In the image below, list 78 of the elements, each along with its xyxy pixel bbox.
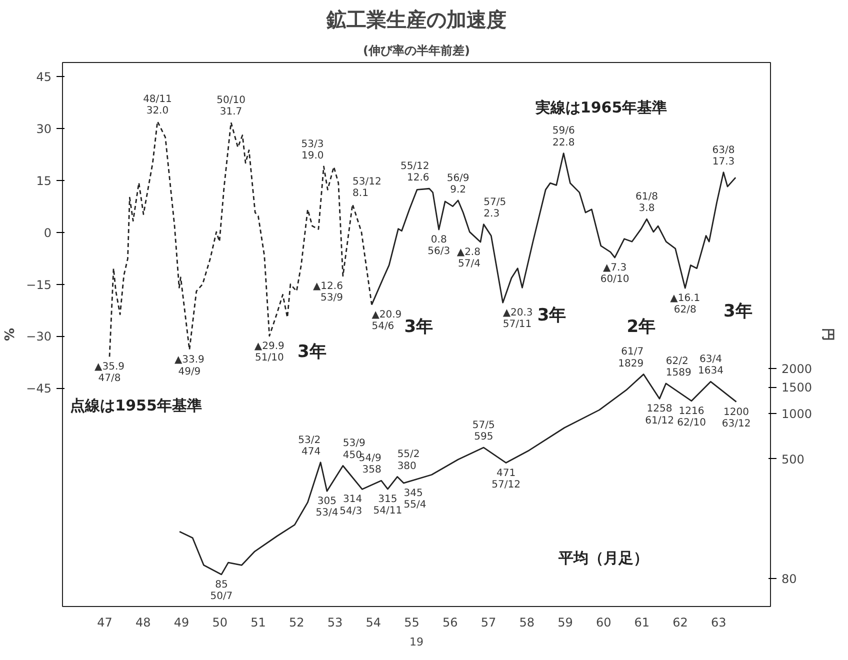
x-tick-label: 54 [366, 616, 381, 630]
annotation: 2年 [626, 317, 656, 338]
annotation: 点線は1955年基準 [70, 396, 202, 415]
data-label: 53/2 474 [298, 434, 321, 458]
annotation: 平均（月足） [558, 548, 649, 567]
y-tick-label: −30 [26, 330, 52, 344]
y2-tick-label: 2000 [782, 362, 812, 376]
x-tick-label: 53 [327, 616, 343, 630]
y2-tick-label: 80 [782, 572, 797, 586]
data-label: 53/3 19.0 [301, 138, 324, 162]
x-tick-label: 57 [480, 616, 496, 630]
chart-subtitle: (伸び率の半年前差) [363, 44, 470, 58]
data-label: 57/5 2.3 [484, 196, 506, 220]
x-tick-label: 63 [711, 616, 726, 630]
data-label: 305 53/4 [316, 496, 338, 519]
y-tick-label: 15 [36, 174, 52, 188]
data-label: 54/9 358 [358, 453, 382, 476]
y-tick-label: 45 [36, 70, 52, 84]
data-label: 50/10 31.7 [216, 94, 246, 118]
x-tick-label: 59 [558, 616, 573, 630]
data-label: 85 50/7 [210, 579, 233, 602]
data-label: ▲35.9 47/8 [94, 362, 124, 384]
data-label: ▲33.9 49/9 [174, 354, 204, 378]
y-tick-label: 30 [36, 122, 52, 136]
x-tick-label: 49 [174, 616, 190, 630]
data-label: 471 57/12 [492, 468, 520, 490]
data-label: 48/11 32.0 [143, 94, 172, 116]
data-label: 56/9 9.2 [446, 172, 470, 196]
y2-tick-label: 1500 [782, 380, 812, 395]
data-label: ▲20.3 57/11 [502, 308, 533, 330]
chart-title: 鉱工業生産の加速度 [326, 8, 506, 32]
data-label: 61/8 3.8 [636, 192, 658, 214]
text: 19 [410, 636, 424, 648]
annotation: 3年 [723, 302, 752, 322]
x-tick-label: 51 [250, 616, 266, 630]
data-label: 55/12 12.6 [400, 161, 430, 184]
annotation: 3年 [404, 317, 434, 338]
data-label: 63/8 17.3 [712, 144, 735, 168]
x-tick-label: 62 [672, 616, 688, 630]
data-label: ▲29.9 51/10 [254, 340, 284, 364]
x-tick-label: 56 [442, 616, 458, 630]
y2-axis-title: 円 [820, 328, 836, 341]
x-tick-label: 52 [288, 616, 304, 630]
y-axis-title: % [3, 328, 18, 342]
x-tick-label: 55 [404, 616, 420, 630]
y-tick-label: −45 [26, 382, 52, 396]
data-label: 314 54/3 [340, 494, 362, 517]
annotation: 実線は1965年基準 [534, 98, 668, 117]
y-tick-label: 0 [44, 226, 52, 240]
data-label: 61/7 1829 [618, 346, 644, 370]
x-tick-label: 58 [519, 616, 534, 630]
annotation: 3年 [537, 305, 566, 326]
x-tick-label: 60 [596, 616, 612, 630]
data-label: 0.8 56/3 [428, 234, 450, 258]
data-label: 62/2 1589 [666, 356, 692, 378]
data-label: ▲2.8 57/4 [456, 246, 480, 270]
data-label: 1200 63/12 [722, 406, 751, 430]
data-label: 53/12 8.1 [352, 176, 382, 200]
data-label: 1258 61/12 [645, 404, 674, 426]
x-tick-label: 50 [212, 616, 228, 630]
y2-tick-label: 500 [782, 452, 804, 466]
data-label: 59/6 22.8 [552, 126, 575, 148]
data-label: 1216 62/10 [677, 406, 706, 428]
data-label: 55/2 380 [397, 449, 420, 472]
data-label: 315 54/11 [373, 494, 402, 517]
y2-tick-label: 1000 [782, 407, 812, 422]
data-label: ▲7.3 60/10 [600, 262, 630, 286]
data-label: 57/5 595 [472, 420, 495, 443]
data-label: ▲16.1 62/8 [670, 293, 700, 316]
data-label: ▲12.6 53/9 [312, 280, 343, 304]
data-label: 63/4 1634 [698, 354, 724, 377]
x-tick-label: 48 [135, 616, 151, 630]
data-label: 345 55/4 [404, 488, 426, 511]
x-tick-label: 61 [634, 616, 650, 630]
data-label: ▲20.9 54/6 [372, 310, 402, 332]
x-tick-label: 47 [97, 616, 112, 630]
y-tick-label: −15 [26, 278, 52, 292]
annotation: 3年 [298, 342, 326, 362]
